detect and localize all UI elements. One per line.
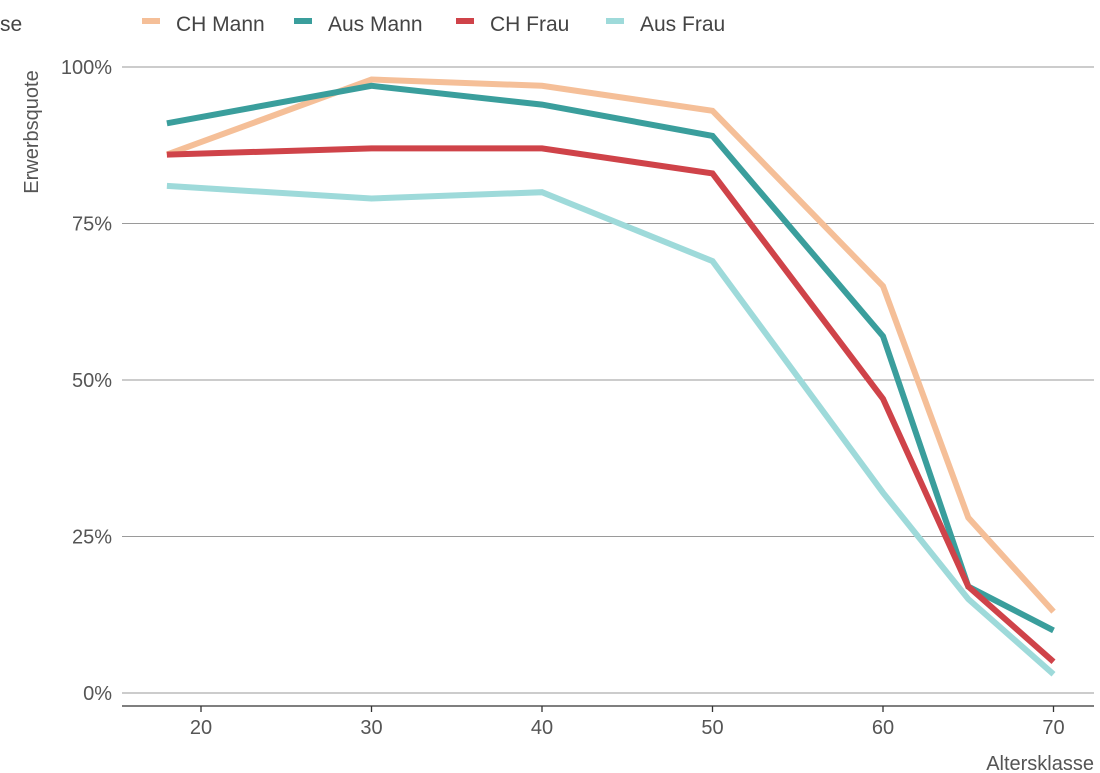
x-tick-label: 50 (701, 717, 723, 739)
legend-key (456, 18, 474, 24)
series-line-ch-frau (166, 145, 1056, 664)
gridlines (122, 66, 1094, 694)
legend: se CH Mann Aus Mann CH Frau Aus Frau (0, 13, 725, 36)
legend-key (142, 18, 160, 24)
y-tick-label: 100% (61, 57, 112, 79)
x-axis-title: Altersklasse (986, 753, 1094, 773)
legend-label: CH Mann (176, 13, 265, 36)
y-tick-label: 25% (72, 527, 112, 549)
legend-key (606, 18, 624, 24)
y-tick-label: 75% (72, 214, 112, 236)
x-tick-label: 30 (360, 717, 382, 739)
legend-label: CH Frau (490, 13, 569, 36)
series-line-aus-mann (166, 82, 1055, 634)
y-tick-label: 50% (72, 370, 112, 392)
legend-label: Aus Mann (328, 13, 423, 36)
series-lines (165, 76, 1056, 677)
x-axis: 20 30 40 50 60 70 (122, 705, 1094, 739)
y-axis-ticks: 0% 25% 50% 75% 100% (61, 57, 112, 705)
series-line-aus-frau (166, 182, 1056, 677)
x-tick-label: 40 (531, 717, 553, 739)
x-tick-label: 70 (1042, 717, 1064, 739)
x-tick-label: 20 (190, 717, 212, 739)
y-axis-title: Erwerbsquote (21, 70, 43, 193)
legend-key (294, 18, 312, 24)
y-tick-label: 0% (83, 683, 112, 705)
x-tick-label: 60 (872, 717, 894, 739)
legend-label: Aus Frau (640, 13, 725, 36)
legend-fragment: se (0, 13, 22, 36)
